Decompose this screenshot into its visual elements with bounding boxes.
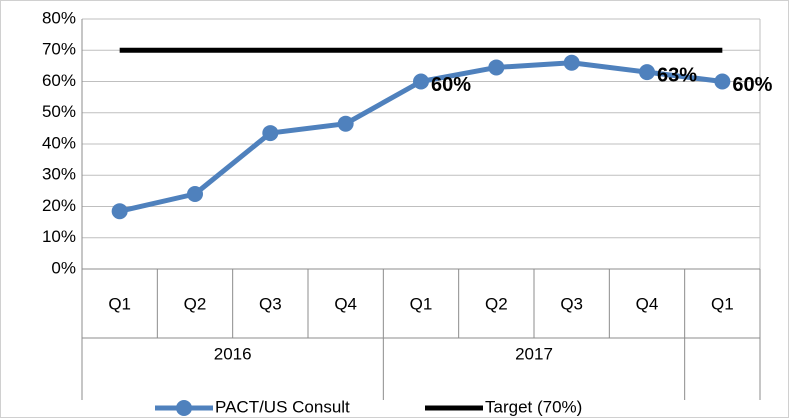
y-tick-label: 70% — [42, 40, 76, 59]
x-tick-label: Q1 — [108, 294, 131, 313]
point — [111, 203, 128, 220]
legend-marker — [176, 400, 192, 416]
x-tick-label: Q4 — [334, 294, 357, 313]
point — [563, 54, 580, 71]
data-label: 60% — [732, 74, 772, 96]
point — [413, 73, 429, 90]
point — [639, 64, 655, 81]
legend-label: Target (70%) — [485, 397, 582, 416]
y-tick-label: 80% — [42, 8, 76, 27]
x-tick-label: Q4 — [636, 294, 659, 313]
y-tick-label: 30% — [42, 165, 76, 184]
x-tick-label: Q1 — [410, 294, 433, 313]
x-tick-label: Q2 — [184, 294, 207, 313]
group-label: 2016 — [214, 344, 252, 363]
y-tick-label: 20% — [42, 196, 76, 215]
point — [337, 115, 354, 132]
point — [488, 59, 505, 76]
y-tick-label: 40% — [42, 133, 76, 152]
x-tick-label: Q3 — [560, 294, 583, 313]
x-tick-label: Q3 — [259, 294, 282, 313]
y-tick-label: 10% — [42, 227, 76, 246]
data-label: 63% — [657, 64, 697, 86]
y-tick-label: 60% — [42, 71, 76, 90]
x-tick-label: Q2 — [485, 294, 508, 313]
y-tick-label: 50% — [42, 102, 76, 121]
y-tick-label: 0% — [51, 258, 76, 277]
data-label: 60% — [431, 74, 471, 96]
legend-label: PACT/US Consult — [215, 397, 350, 416]
point — [187, 186, 203, 202]
point — [262, 125, 279, 142]
point — [714, 73, 731, 90]
group-label: 2017 — [515, 344, 553, 363]
x-tick-label: Q1 — [711, 294, 734, 313]
